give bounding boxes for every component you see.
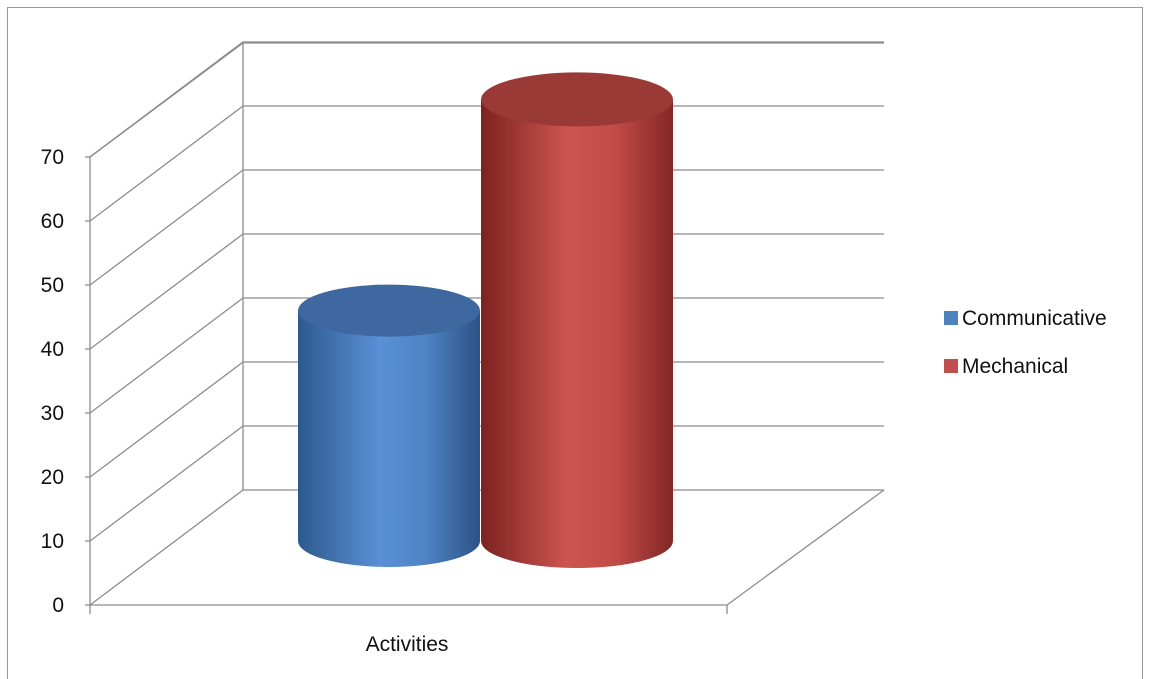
side-gridline xyxy=(89,489,244,606)
y-tick-label: 0 xyxy=(52,594,64,617)
y-tick-label: 60 xyxy=(41,210,64,233)
chart-frame xyxy=(7,7,1143,679)
y-tick-label: 40 xyxy=(41,338,64,361)
cylinder-top-mechanical xyxy=(481,72,673,127)
x-category-label: Activities xyxy=(366,633,449,656)
legend-swatch-communicative xyxy=(944,311,958,325)
side-gridline xyxy=(89,361,244,478)
legend-swatch-mechanical xyxy=(944,359,958,373)
y-tick-label: 70 xyxy=(41,146,64,169)
cylinder-body-communicative xyxy=(298,310,480,567)
cylinder-communicative xyxy=(298,284,480,567)
side-gridline xyxy=(89,169,244,286)
side-gridline xyxy=(89,425,244,542)
y-tick-label: 20 xyxy=(41,466,64,489)
legend-label-mechanical: Mechanical xyxy=(962,355,1068,378)
side-gridline xyxy=(89,233,244,350)
side-gridline xyxy=(89,297,244,414)
bars-group xyxy=(298,72,673,569)
cylinder-top-communicative xyxy=(298,284,480,337)
cylinder-mechanical xyxy=(481,72,673,569)
legend-label-communicative: Communicative xyxy=(962,307,1107,330)
y-tick-label: 50 xyxy=(41,274,64,297)
legend: Communicative Mechanical xyxy=(944,307,1107,378)
side-gridline xyxy=(89,105,244,222)
cylinder-body-mechanical xyxy=(481,99,673,569)
axes-group xyxy=(85,43,885,614)
side-gridline xyxy=(89,42,244,158)
y-tick-labels: 0 10 20 30 40 50 60 70 xyxy=(41,146,64,617)
y-tick-label: 10 xyxy=(41,530,64,553)
y-tick-label: 30 xyxy=(41,402,64,425)
